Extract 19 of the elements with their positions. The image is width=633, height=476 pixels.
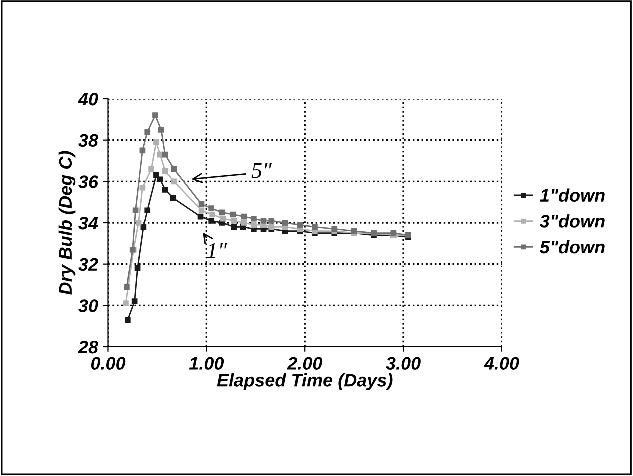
- y-tick-label: 36: [78, 176, 99, 188]
- y-tick-label: 38: [78, 134, 98, 148]
- y-tick-label: 32: [78, 258, 98, 272]
- x-tick-label: 0.00: [91, 357, 126, 370]
- legend-label: 3"down: [540, 214, 605, 228]
- x-tick-label: 2.00: [287, 357, 322, 370]
- annotation: 1": [207, 243, 228, 258]
- legend-label: 5"down: [540, 240, 605, 254]
- y-tick-label: 34: [78, 216, 98, 230]
- annotation: 5": [252, 163, 272, 178]
- y-tick-label: 28: [78, 340, 98, 354]
- y-tick-label: 40: [78, 92, 98, 106]
- y-tick-label: 30: [78, 300, 98, 312]
- x-tick-label: 1.00: [189, 357, 224, 370]
- y-axis-title: Dry Bulb (Deg C): [58, 151, 76, 295]
- x-tick-label: 3.00: [386, 357, 421, 370]
- x-axis-title: Elapsed Time (Days): [217, 374, 393, 390]
- x-tick-label: 4.00: [484, 357, 520, 370]
- legend-label: 1"down: [540, 188, 605, 202]
